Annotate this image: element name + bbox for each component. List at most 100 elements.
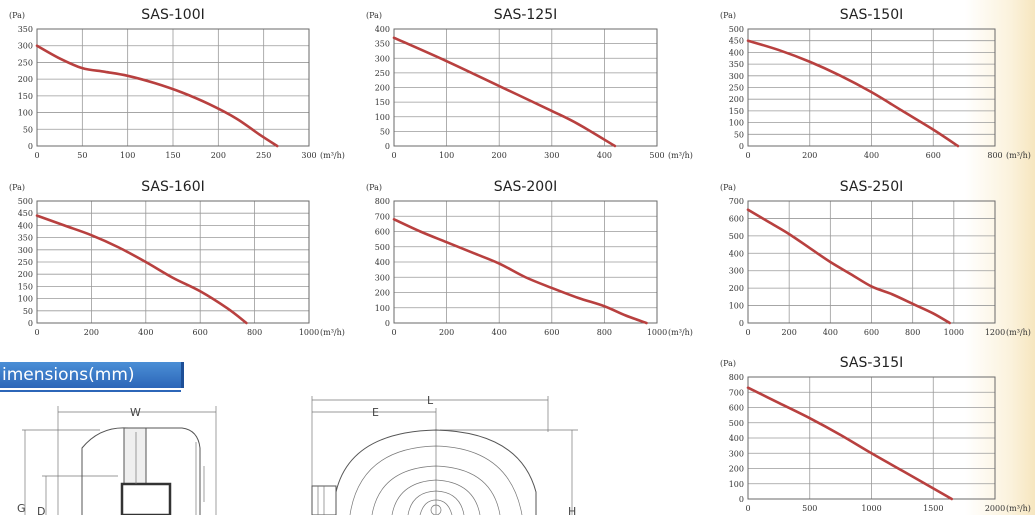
- y-tick-label: 800: [375, 197, 390, 206]
- y-tick-label: 450: [18, 209, 33, 218]
- x-tick-label: 600: [864, 328, 879, 337]
- y-tick-label: 200: [18, 75, 33, 84]
- y-tick-label: 350: [18, 234, 33, 243]
- front-view-drawing: L E H: [311, 394, 578, 515]
- y-tick-label: 300: [729, 72, 744, 81]
- x-tick-label: 50: [77, 151, 87, 160]
- y-tick-label: 600: [729, 214, 744, 223]
- chart-title: SAS-125I: [494, 7, 558, 23]
- y-tick-label: 500: [375, 243, 390, 252]
- y-tick-label: 200: [729, 284, 744, 293]
- x-tick-label: 2000: [985, 504, 1005, 513]
- y-tick-label: 0: [739, 142, 744, 151]
- plot-frame: [36, 28, 310, 147]
- y-tick-label: 500: [729, 25, 744, 34]
- y-tick-label: 200: [375, 84, 390, 93]
- performance-curve: [746, 386, 954, 501]
- chart-1: 0 50 100 150 200 250 300 350 0 50 100 150 200 250 300 (…: [9, 7, 345, 160]
- x-tick-label: 1000: [647, 328, 667, 337]
- y-tick-label: 300: [18, 42, 33, 51]
- y-tick-label: 400: [729, 434, 744, 443]
- y-tick-label: 250: [18, 258, 33, 267]
- x-tick-label: 1500: [923, 504, 943, 513]
- background-glow: [965, 0, 1035, 515]
- x-tick-label: 100: [439, 151, 454, 160]
- y-tick-label: 150: [375, 98, 390, 107]
- x-unit-label: (m³/h): [1006, 504, 1031, 513]
- x-tick-label: 400: [138, 328, 153, 337]
- y-tick-label: 350: [18, 25, 33, 34]
- x-tick-label: 800: [247, 328, 262, 337]
- l-label: L: [427, 394, 434, 407]
- y-tick-label: 300: [729, 267, 744, 276]
- chart-5: 0 100 200 300 400 500 600 700 800 0 200 400 600 800 10…: [366, 179, 693, 337]
- y-tick-label: 300: [729, 449, 744, 458]
- x-tick-label: 600: [926, 151, 941, 160]
- y-unit-label: (Pa): [366, 11, 382, 20]
- plot-frame: [36, 200, 310, 324]
- x-tick-label: 500: [649, 151, 664, 160]
- plot-frame: [747, 200, 996, 324]
- y-tick-label: 0: [28, 142, 33, 151]
- y-tick-label: 400: [375, 25, 390, 34]
- x-tick-label: 0: [391, 328, 396, 337]
- x-tick-label: 400: [864, 151, 879, 160]
- y-unit-label: (Pa): [720, 359, 736, 368]
- x-tick-label: 800: [597, 328, 612, 337]
- y-tick-label: 0: [739, 495, 744, 504]
- y-tick-label: 700: [375, 212, 390, 221]
- y-tick-label: 0: [739, 319, 744, 328]
- d-label: D: [37, 505, 45, 515]
- y-tick-label: 50: [380, 127, 390, 136]
- x-tick-label: 0: [34, 328, 39, 337]
- hub-circle: [430, 504, 442, 515]
- x-tick-label: 100: [120, 151, 135, 160]
- y-tick-label: 800: [729, 373, 744, 382]
- x-tick-label: 0: [745, 151, 750, 160]
- y-tick-label: 500: [18, 197, 33, 206]
- x-tick-label: 0: [34, 151, 39, 160]
- chart-title: SAS-160I: [141, 179, 205, 195]
- x-tick-label: 400: [597, 151, 612, 160]
- y-tick-label: 100: [375, 113, 390, 122]
- y-tick-label: 150: [729, 107, 744, 116]
- y-tick-label: 300: [375, 54, 390, 63]
- x-tick-label: 600: [193, 328, 208, 337]
- x-tick-label: 250: [256, 151, 271, 160]
- x-tick-label: 400: [823, 328, 838, 337]
- y-tick-label: 400: [729, 48, 744, 57]
- chart-7: 0 100 200 300 400 500 600 700 800 0 500 1000 1500 200…: [720, 355, 1031, 513]
- y-tick-label: 250: [375, 69, 390, 78]
- y-tick-label: 350: [375, 40, 390, 49]
- chart-title: SAS-100I: [141, 7, 205, 23]
- plot-frame: [393, 28, 658, 147]
- x-unit-label: (m³/h): [1006, 328, 1031, 337]
- chart-title: SAS-150I: [840, 7, 904, 23]
- x-tick-label: 150: [165, 151, 180, 160]
- x-tick-label: 800: [905, 328, 920, 337]
- y-tick-label: 400: [18, 221, 33, 230]
- x-tick-label: 200: [782, 328, 797, 337]
- x-unit-label: (m³/h): [320, 328, 345, 337]
- performance-curve: [392, 218, 648, 325]
- y-tick-label: 0: [28, 319, 33, 328]
- performance-curve: [35, 44, 279, 148]
- x-tick-label: 300: [301, 151, 316, 160]
- y-tick-label: 250: [729, 84, 744, 93]
- x-tick-label: 200: [211, 151, 226, 160]
- x-tick-label: 800: [987, 151, 1002, 160]
- y-tick-label: 700: [729, 388, 744, 397]
- x-tick-label: 200: [492, 151, 507, 160]
- y-tick-label: 150: [18, 92, 33, 101]
- dimensions-header-text: imensions(mm): [2, 365, 135, 385]
- y-tick-label: 300: [18, 246, 33, 255]
- y-unit-label: (Pa): [720, 183, 736, 192]
- x-tick-label: 1000: [861, 504, 881, 513]
- x-tick-label: 300: [544, 151, 559, 160]
- x-tick-label: 1200: [985, 328, 1005, 337]
- performance-curve: [35, 214, 248, 325]
- y-tick-label: 100: [729, 119, 744, 128]
- y-tick-label: 450: [729, 37, 744, 46]
- y-tick-label: 0: [385, 142, 390, 151]
